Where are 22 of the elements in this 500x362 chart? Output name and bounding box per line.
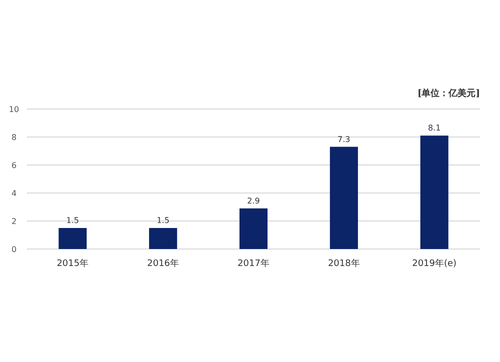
x-tick-label: 2018年 bbox=[328, 258, 360, 269]
x-tick-label: 2017年 bbox=[238, 258, 270, 269]
y-tick-label: 10 bbox=[8, 105, 20, 114]
bar bbox=[330, 146, 358, 249]
y-tick-label: 6 bbox=[11, 161, 17, 170]
data-label: 2.9 bbox=[247, 196, 260, 206]
bar bbox=[149, 228, 178, 249]
y-tick-label: 4 bbox=[11, 189, 17, 198]
data-label: 7.3 bbox=[338, 134, 350, 144]
y-tick-label: 2 bbox=[11, 217, 17, 226]
data-label: 1.5 bbox=[66, 216, 80, 225]
bar bbox=[239, 208, 268, 249]
x-tick-label: 2016年 bbox=[147, 258, 180, 269]
bar bbox=[58, 228, 87, 249]
y-tick-label: 8 bbox=[11, 133, 17, 142]
x-tick-label: 2015年 bbox=[56, 258, 89, 269]
x-tick-label: 2019年(e) bbox=[412, 258, 457, 269]
data-label: 1.5 bbox=[156, 216, 170, 225]
bar bbox=[420, 136, 448, 249]
data-label: 8.1 bbox=[428, 124, 441, 133]
y-tick-label: 0 bbox=[11, 245, 17, 254]
text: [单位：亿美元] bbox=[417, 88, 480, 99]
